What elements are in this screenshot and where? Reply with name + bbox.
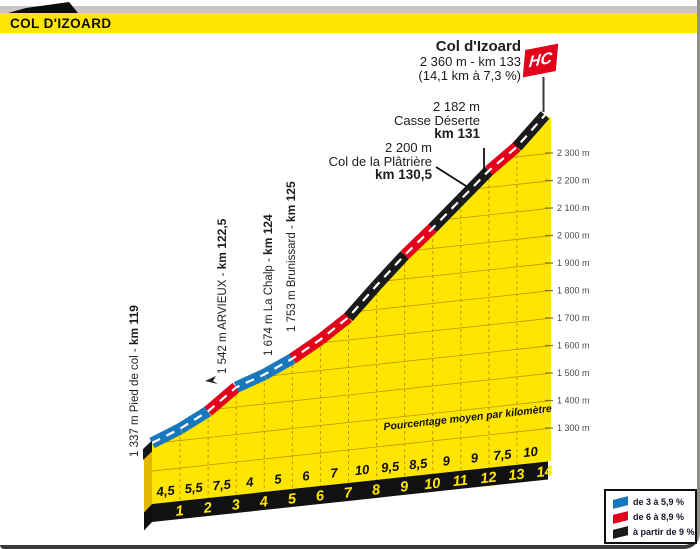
waypoint-label-arvieux: 1 542 m ARVIEUX - km 122,5 bbox=[215, 218, 229, 374]
km-value: 8 bbox=[371, 482, 382, 499]
gradient-value: 4,5 bbox=[155, 483, 176, 500]
waypoint-km: km 130,5 bbox=[374, 167, 432, 182]
km-value: 12 bbox=[480, 470, 498, 488]
gradient-value: 9,5 bbox=[380, 458, 400, 475]
waypoint-label-text: 1 542 m ARVIEUX - bbox=[217, 269, 229, 374]
km-band bbox=[152, 461, 548, 522]
waypoint-label-km: km 119 bbox=[127, 305, 141, 346]
gradient-value: 7 bbox=[330, 465, 340, 481]
km-value: 9 bbox=[399, 479, 409, 496]
gradient-legend: de 3 à 5,9 % de 6 à 8,9 % à partir de 9 … bbox=[604, 489, 697, 544]
elevation-label: 2 100 m bbox=[557, 203, 590, 213]
gradient-value: 8,5 bbox=[408, 455, 428, 472]
gradient-value: 10 bbox=[523, 444, 540, 461]
km-value: 3 bbox=[231, 497, 241, 514]
black-gradient-swatch-icon bbox=[613, 525, 628, 539]
hc-badge-label: HC bbox=[528, 49, 553, 71]
waypoint-km: km 131 bbox=[434, 126, 480, 141]
km-value: 1 bbox=[175, 503, 185, 520]
gradient-value: 10 bbox=[354, 462, 371, 479]
legend-label: à partir de 9 % bbox=[633, 527, 695, 537]
legend-row-red: de 6 à 8,9 % bbox=[613, 510, 691, 524]
cursor-arrow-icon bbox=[205, 376, 218, 384]
waypoint-name: Col de la Plâtrière bbox=[328, 153, 432, 169]
gradient-value: 7,5 bbox=[493, 446, 513, 463]
road-start-cap bbox=[143, 440, 152, 460]
terrain-left-face bbox=[144, 443, 152, 513]
km-value: 14 bbox=[536, 464, 554, 482]
waypoint-label-text: 1 753 m Brunissard - bbox=[286, 222, 298, 332]
red-gradient-swatch-icon bbox=[613, 510, 628, 524]
blue-gradient-swatch-icon bbox=[613, 495, 628, 509]
gradient-value: 4 bbox=[244, 474, 255, 490]
waypoint-elevation: 2 200 m bbox=[385, 140, 432, 155]
km-value: 7 bbox=[343, 485, 354, 502]
gradient-value: 6 bbox=[302, 468, 312, 484]
title-banner: COL D'IZOARD bbox=[0, 13, 700, 33]
elevation-label: 1 700 m bbox=[557, 313, 590, 323]
corner-fold-icon bbox=[8, 2, 78, 13]
gradient-value: 5,5 bbox=[184, 480, 204, 497]
elevation-label: 2 200 m bbox=[557, 176, 590, 186]
waypoint-label-text: 1 674 m La Chalp - bbox=[263, 254, 275, 356]
platriere-pointer bbox=[435, 166, 467, 187]
km-value: 11 bbox=[452, 473, 469, 490]
elevation-label: 1 600 m bbox=[557, 341, 590, 351]
waypoint-label-pied-de-col: 1 337 m Pied de col - km 119 bbox=[127, 305, 141, 457]
km-value: 13 bbox=[508, 467, 526, 485]
elevation-label: 1 500 m bbox=[557, 368, 590, 378]
km-value: 2 bbox=[202, 500, 213, 517]
waypoint-name: Casse Déserte bbox=[394, 112, 480, 128]
km-band-left-face bbox=[144, 504, 152, 531]
legend-label: de 3 à 5,9 % bbox=[633, 497, 685, 507]
gradient-value: 9 bbox=[442, 453, 452, 469]
casse-deserte-annotation: 2 182 m Casse Déserte km 131 bbox=[394, 100, 480, 141]
legend-label: de 6 à 8,9 % bbox=[633, 512, 685, 522]
km-numbers: 1 2 3 4 5 6 7 8 9 10 11 12 13 14 bbox=[175, 464, 554, 520]
page-title: COL D'IZOARD bbox=[10, 15, 112, 31]
gradient-value: 9 bbox=[470, 450, 480, 466]
waypoint-label-brunissard: 1 753 m Brunissard - km 125 bbox=[284, 181, 298, 332]
waypoint-label-km: km 124 bbox=[261, 214, 275, 255]
top-divider bbox=[0, 6, 700, 13]
gradient-value: 7,5 bbox=[212, 477, 232, 494]
platriere-annotation: 2 200 m Col de la Plâtrière km 130,5 bbox=[329, 141, 432, 182]
waypoint-label-la-chalp: 1 674 m La Chalp - km 124 bbox=[261, 214, 275, 356]
summit-elevation: 2 360 m - km 133 bbox=[419, 54, 521, 69]
gradient-value: 5 bbox=[273, 471, 283, 487]
legend-row-blue: de 3 à 5,9 % bbox=[613, 495, 691, 509]
elevation-label: 1 900 m bbox=[557, 258, 590, 268]
km-value: 6 bbox=[315, 488, 326, 505]
km-value: 10 bbox=[423, 476, 441, 494]
waypoint-label-km: km 122,5 bbox=[215, 218, 229, 270]
km-value: 5 bbox=[287, 491, 298, 508]
summit-name: Col d'Izoard bbox=[435, 38, 521, 55]
summit-stats: (14,1 km à 7,3 %) bbox=[418, 67, 521, 83]
km-value: 4 bbox=[258, 494, 269, 511]
gradient-numbers: 4,5 5,5 7,5 4 5 6 7 10 9,5 8,5 9 9 7,5 10 bbox=[155, 444, 539, 500]
elevation-label: 1 300 m bbox=[557, 423, 590, 433]
elevation-label: 1 800 m bbox=[557, 286, 590, 296]
waypoint-label-km: km 125 bbox=[284, 181, 298, 223]
road-centerline bbox=[151, 114, 546, 444]
waypoint-elevation: 2 182 m bbox=[433, 99, 480, 114]
legend-row-black: à partir de 9 % bbox=[613, 525, 695, 539]
waypoint-label-text: 1 337 m Pied de col - bbox=[129, 345, 141, 457]
elevation-label: 2 300 m bbox=[557, 148, 590, 158]
elevation-label: 1 400 m bbox=[557, 396, 590, 406]
summit-annotation: Col d'Izoard 2 360 m - km 133 (14,1 km à… bbox=[418, 38, 521, 82]
elevation-label: 2 000 m bbox=[557, 231, 590, 241]
elevation-axis: 2 300 m 2 200 m 2 100 m 2 000 m 1 900 m 1 800… bbox=[545, 148, 590, 433]
